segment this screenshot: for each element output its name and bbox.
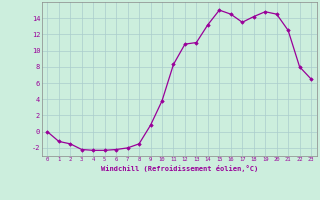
X-axis label: Windchill (Refroidissement éolien,°C): Windchill (Refroidissement éolien,°C): [100, 165, 258, 172]
